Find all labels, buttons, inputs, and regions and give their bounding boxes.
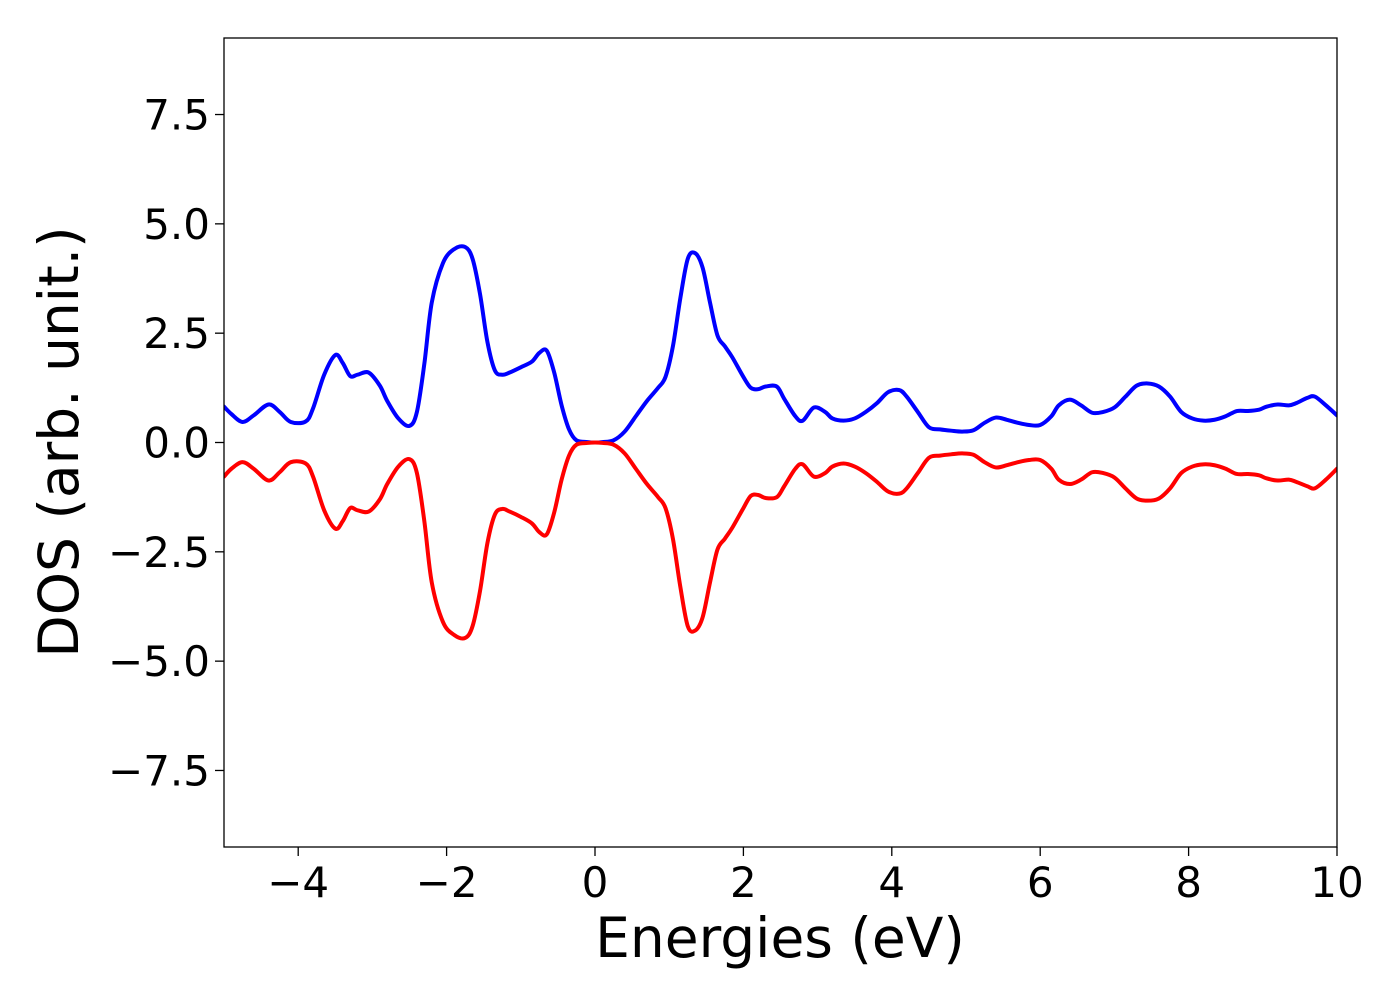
plot-background: [224, 38, 1337, 847]
y-tick-label: 5.0: [143, 200, 210, 249]
y-tick-label: −2.5: [108, 528, 210, 577]
y-tick-label: 7.5: [143, 91, 210, 140]
x-tick-label: 0: [582, 858, 609, 907]
series-line-1: [224, 244, 1337, 445]
x-tick-label: −2: [416, 858, 478, 907]
x-tick-label: −4: [267, 858, 329, 907]
x-axis-title: Energies (eV): [595, 906, 965, 970]
y-axis-title: DOS (arb. unit.): [27, 226, 91, 657]
x-axis-ticks: −4 −2 0 2 4 6 8 10: [267, 847, 1364, 907]
x-tick-label: 10: [1310, 858, 1363, 907]
y-tick-label: −5.0: [108, 637, 210, 686]
series-line-2: [224, 440, 1337, 641]
y-tick-label: 0.0: [143, 419, 210, 468]
x-tick-label: 6: [1027, 858, 1054, 907]
y-tick-label: 2.5: [143, 309, 210, 358]
y-axis-ticks: 7.5 5.0 2.5 0.0 −2.5 −5.0 −7.5: [108, 91, 224, 795]
y-tick-label: −7.5: [108, 746, 210, 795]
x-tick-label: 2: [730, 858, 757, 907]
x-tick-label: 4: [878, 858, 905, 907]
x-tick-label: 8: [1175, 858, 1202, 907]
series-layer: [224, 244, 1337, 641]
